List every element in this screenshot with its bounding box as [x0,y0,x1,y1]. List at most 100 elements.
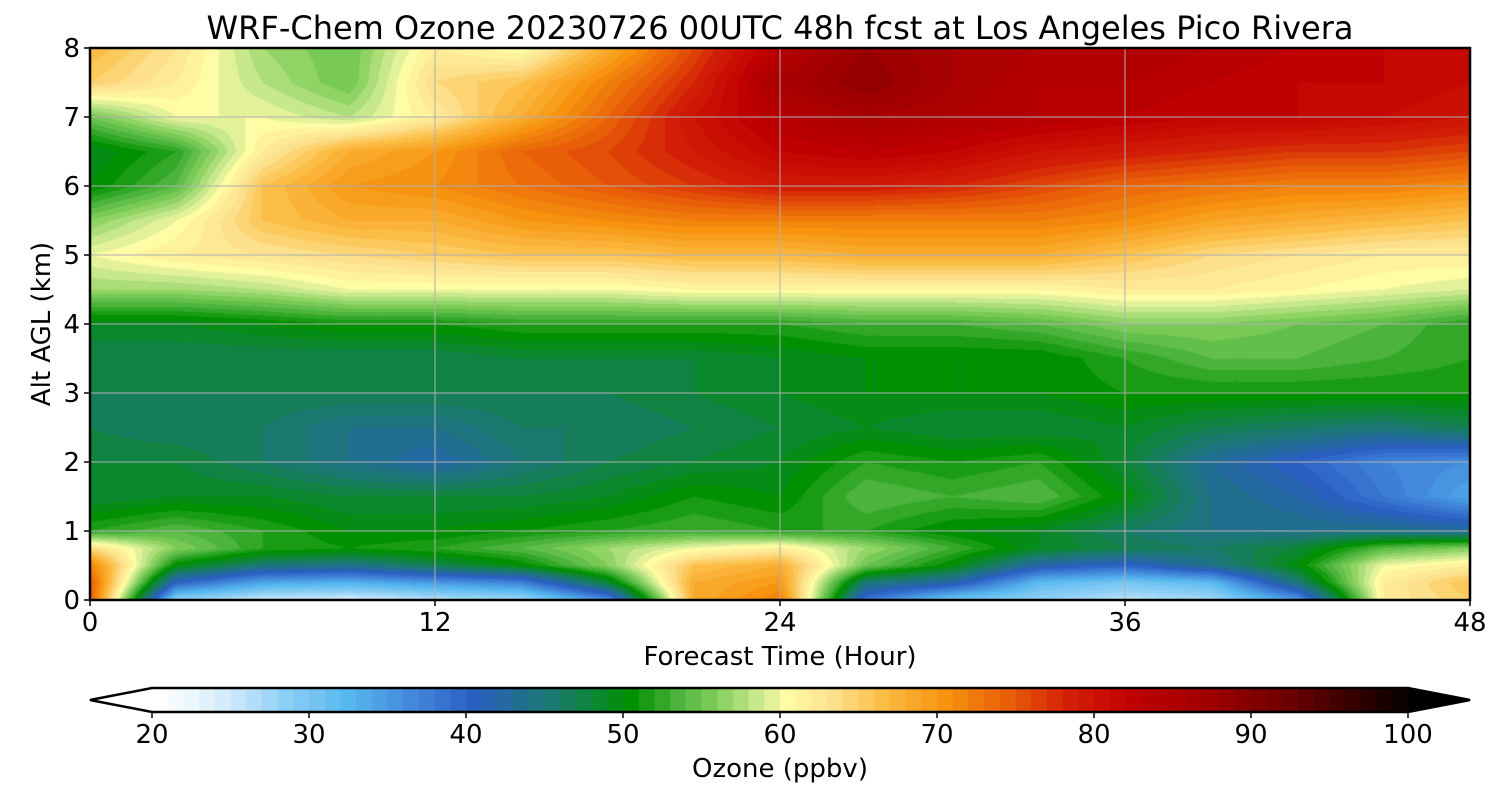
colorbar-band [1376,688,1393,712]
colorbar-band [1109,688,1126,712]
colorbar-band [732,688,750,712]
y-tick-label: 7 [63,103,80,133]
colorbar-band [528,688,546,712]
colorbar-bands [152,688,1409,712]
y-axis: 0 1 2 3 4 5 6 7 8 [63,34,90,616]
colorbar-band [984,688,1001,712]
colorbar-band [1015,688,1032,712]
colorbar-band [1298,688,1315,712]
colorbar-band [466,688,483,712]
colorbar-band [167,688,184,712]
colorbar-band [371,688,389,712]
colorbar-tick-label: 70 [920,720,953,750]
colorbar-tick-label: 90 [1234,720,1267,750]
colorbar-band [889,688,907,712]
colorbar-band [434,688,451,712]
x-tick-label: 48 [1453,608,1486,638]
colorbar-tick-label: 20 [135,720,168,750]
colorbar-band [261,688,279,712]
colorbar-tick-label: 100 [1383,720,1433,750]
colorbar-extend-high [1408,688,1470,712]
colorbar-band [230,688,247,712]
colorbar-tick-label: 30 [292,720,325,750]
colorbar-extend-low [90,688,152,712]
colorbar-band [999,688,1017,712]
colorbar-band [214,688,232,712]
colorbar-ticks: 20 30 40 50 60 70 80 90 100 [135,712,1433,750]
y-tick-label: 4 [63,310,80,340]
y-tick-label: 5 [63,241,80,271]
colorbar-band [811,688,828,712]
colorbar-band [1203,688,1221,712]
colorbar-band [1188,688,1205,712]
y-tick-label: 3 [63,379,80,409]
colorbar-band [560,688,577,712]
colorbar-band [481,688,498,712]
y-tick-label: 2 [63,448,80,478]
x-tick-label: 24 [763,608,796,638]
colorbar-band [638,688,655,712]
colorbar-band [544,688,561,712]
x-axis: 0 12 24 36 48 [82,600,1487,638]
colorbar-band [623,688,640,712]
colorbar-band [1156,688,1174,712]
colorbar-label: Ozone (ppbv) [692,754,868,784]
y-tick-label: 6 [63,172,80,202]
colorbar-band [277,688,294,712]
colorbar-band [183,688,200,712]
colorbar-tick-label: 50 [606,720,639,750]
colorbar-band [1392,688,1409,712]
colorbar-band [246,688,263,712]
colorbar-tick-label: 80 [1077,720,1110,750]
y-tick-label: 1 [63,517,80,547]
colorbar-band [450,688,467,712]
colorbar-band [968,688,985,712]
colorbar-band [858,688,875,712]
x-axis-label: Forecast Time (Hour) [643,642,916,672]
colorbar-band [356,688,373,712]
y-axis-label: Alt AGL (km) [27,242,57,406]
colorbar-band [575,688,593,712]
colorbar-band [324,688,341,712]
colorbar-band [497,688,514,712]
colorbar-band [152,688,169,712]
colorbar-band [1062,688,1079,712]
colorbar-band [717,688,734,712]
colorbar-band [591,688,608,712]
colorbar-band [1172,688,1189,712]
colorbar-band [418,688,436,712]
colorbar-band [952,688,969,712]
colorbar-tick-label: 40 [449,720,482,750]
colorbar-band [874,688,891,712]
colorbar-band [1235,688,1252,712]
y-tick-label: 8 [63,34,80,64]
colorbar-band [921,688,938,712]
colorbar-tick-label: 60 [763,720,796,750]
colorbar-band [795,688,812,712]
colorbar-band [748,688,765,712]
colorbar-band [607,688,624,712]
colorbar-band [701,688,718,712]
colorbar-band [309,688,326,712]
colorbar-band [670,688,687,712]
colorbar-band [1251,688,1268,712]
colorbar-band [1031,688,1048,712]
colorbar-band [387,688,404,712]
colorbar-band [827,688,844,712]
colorbar-band [1141,688,1158,712]
colorbar-band [905,688,922,712]
colorbar: 20 30 40 50 60 70 80 90 100 Ozone (ppbv) [89,686,1471,784]
colorbar-band [199,688,216,712]
colorbar-band [764,688,781,712]
x-tick-label: 36 [1108,608,1141,638]
colorbar-band [340,688,357,712]
colorbar-band [937,688,954,712]
colorbar-band [1329,688,1346,712]
x-tick-label: 12 [418,608,451,638]
plot-area [88,46,1472,602]
colorbar-band [403,688,420,712]
colorbar-band [1282,688,1299,712]
colorbar-band [685,688,703,712]
colorbar-band [1125,688,1142,712]
